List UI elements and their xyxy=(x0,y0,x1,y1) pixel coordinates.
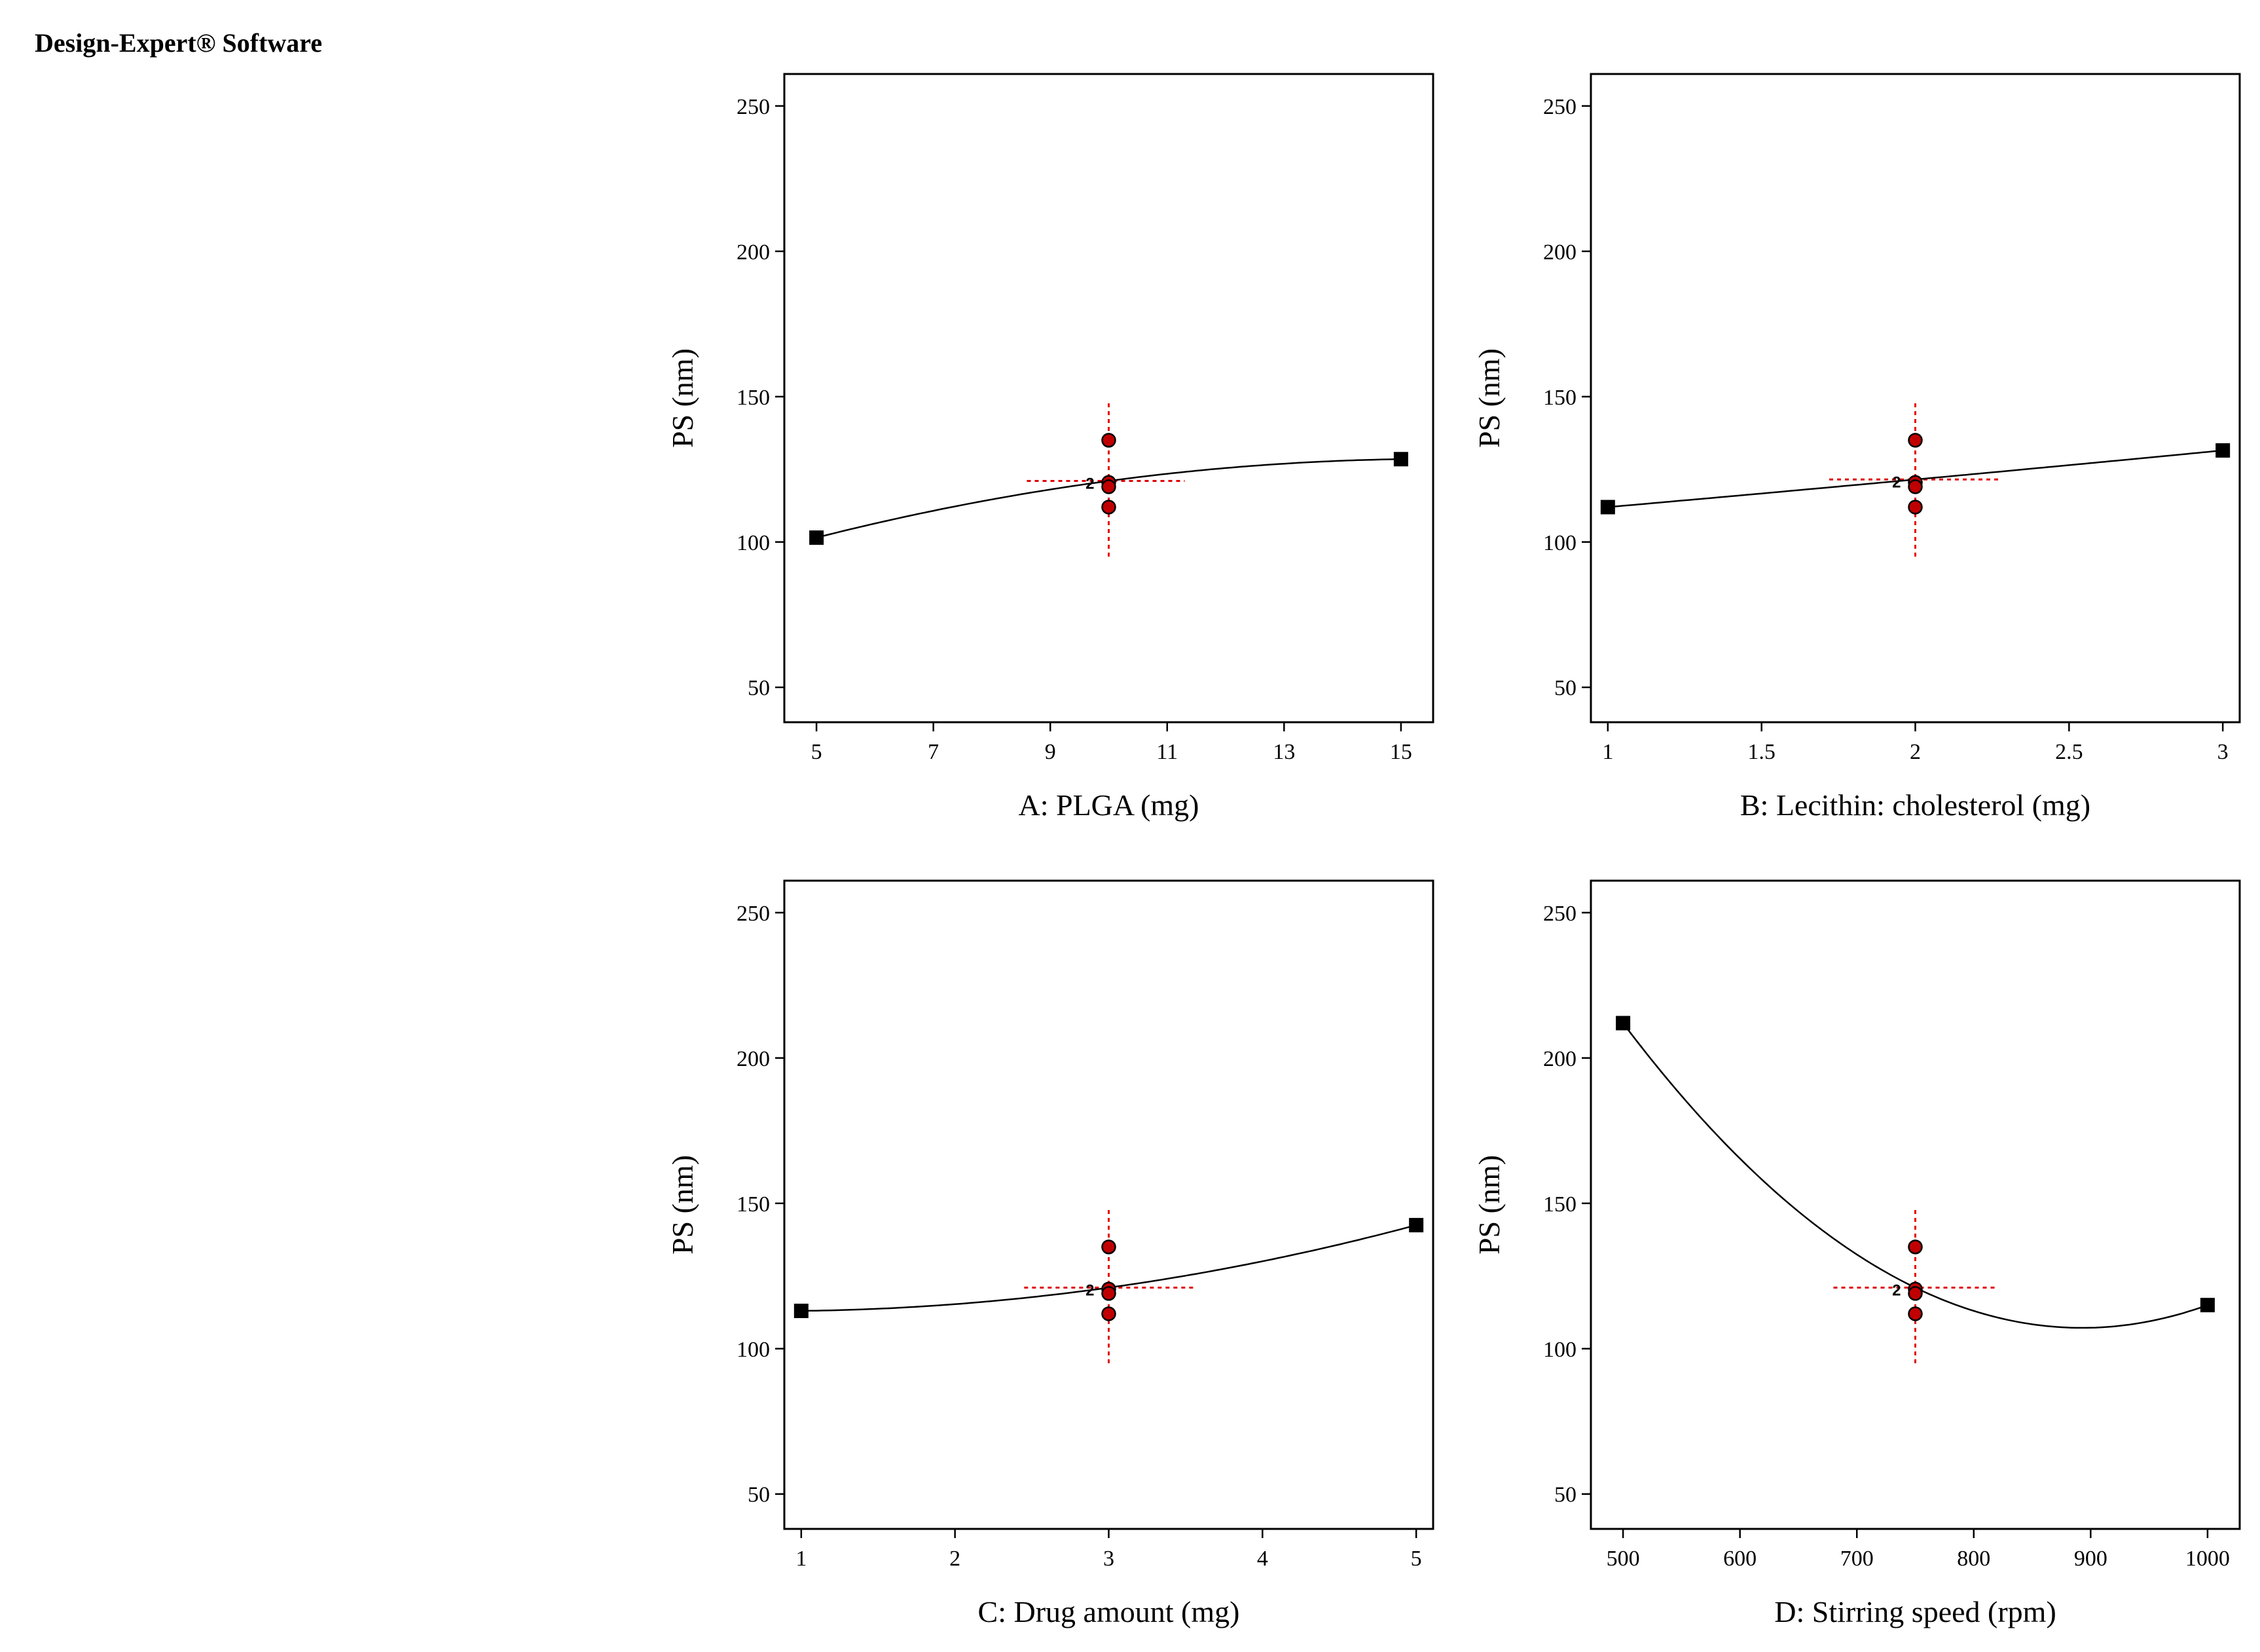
plot-frame xyxy=(783,73,1434,724)
x-tick-label: 3 xyxy=(1103,1547,1114,1571)
x-tick-label: 600 xyxy=(1723,1547,1757,1571)
plot-panel-4: 50 100 150 200 250 500 600 700 800 900 1000 D: Stir… xyxy=(1472,879,2241,1628)
design-point xyxy=(1101,500,1116,515)
design-point xyxy=(1908,1286,1923,1301)
replicate-count-label: 2 xyxy=(1085,475,1094,493)
x-tick-label: 5 xyxy=(1411,1547,1422,1571)
x-tick-label: 2.5 xyxy=(2055,740,2083,764)
y-tick-label: 200 xyxy=(737,1047,770,1071)
plot-panel-1: 50 100 150 200 250 5 7 9 11 13 15 A: PLGA (mg) PS (n… xyxy=(666,73,1434,822)
x-tick-label: 800 xyxy=(1957,1547,1990,1571)
app-title: Design-Expert® Software xyxy=(35,28,323,58)
plot-panel-2: 50 100 150 200 250 1 1.5 2 2.5 3 B: Lecithin: chol… xyxy=(1472,73,2241,822)
y-tick-label: 150 xyxy=(1543,386,1577,410)
y-axis-title: PS (nm) xyxy=(666,348,699,448)
y-tick-label: 50 xyxy=(1554,1483,1577,1507)
design-point xyxy=(1101,1306,1116,1321)
x-tick-label: 1 xyxy=(795,1547,807,1571)
x-tick-label: 7 xyxy=(928,740,939,764)
x-tick-label: 3 xyxy=(2217,740,2229,764)
end-point-marker xyxy=(809,530,824,545)
y-tick-label: 50 xyxy=(748,1483,770,1507)
end-point-marker xyxy=(1600,500,1615,515)
design-point xyxy=(1101,433,1116,448)
plot-frame xyxy=(1590,73,2241,724)
plot-frame xyxy=(783,879,1434,1530)
y-axis-title: PS (nm) xyxy=(666,1155,699,1255)
y-tick-label: 50 xyxy=(1554,676,1577,701)
y-tick-label: 200 xyxy=(737,240,770,265)
x-axis-title: D: Stirring speed (rpm) xyxy=(1774,1595,2056,1628)
y-axis-title: PS (nm) xyxy=(1472,348,1506,448)
x-tick-label: 500 xyxy=(1607,1547,1640,1571)
replicate-count-label: 2 xyxy=(1892,1282,1901,1300)
y-tick-label: 100 xyxy=(737,531,770,555)
x-axis-title: A: PLGA (mg) xyxy=(1019,788,1199,822)
x-tick-label: 1.5 xyxy=(1747,740,1776,764)
y-tick-label: 200 xyxy=(1543,240,1577,265)
design-point xyxy=(1908,479,1923,494)
y-tick-label: 100 xyxy=(1543,531,1577,555)
y-tick-label: 50 xyxy=(748,676,770,701)
end-point-marker xyxy=(2215,443,2231,458)
design-point xyxy=(1908,433,1923,448)
x-axis-title: B: Lecithin: cholesterol (mg) xyxy=(1740,788,2090,822)
y-tick-label: 100 xyxy=(1543,1338,1577,1362)
end-point-marker xyxy=(1616,1016,1631,1031)
y-tick-label: 150 xyxy=(737,386,770,410)
x-tick-label: 2 xyxy=(1910,740,1921,764)
end-point-marker xyxy=(793,1304,809,1319)
x-tick-label: 1000 xyxy=(2185,1547,2230,1571)
y-tick-label: 250 xyxy=(737,95,770,119)
y-tick-label: 250 xyxy=(737,902,770,926)
x-tick-label: 5 xyxy=(811,740,822,764)
y-axis-title: PS (nm) xyxy=(1472,1155,1506,1255)
design-point xyxy=(1908,1306,1923,1321)
x-tick-label: 1 xyxy=(1602,740,1613,764)
x-tick-label: 2 xyxy=(949,1547,960,1571)
design-point xyxy=(1908,500,1923,515)
plot-frame xyxy=(1590,879,2241,1530)
x-tick-label: 9 xyxy=(1045,740,1056,764)
y-tick-label: 200 xyxy=(1543,1047,1577,1071)
x-tick-label: 13 xyxy=(1273,740,1295,764)
design-point xyxy=(1908,1239,1923,1255)
y-tick-label: 250 xyxy=(1543,902,1577,926)
x-tick-label: 700 xyxy=(1840,1547,1874,1571)
design-point xyxy=(1101,479,1116,494)
design-point xyxy=(1101,1286,1116,1301)
x-tick-label: 900 xyxy=(2074,1547,2107,1571)
x-axis-title: C: Drug amount (mg) xyxy=(978,1595,1240,1628)
design-point xyxy=(1101,1239,1116,1255)
x-tick-label: 15 xyxy=(1390,740,1412,764)
end-point-marker xyxy=(2200,1298,2215,1313)
x-tick-label: 11 xyxy=(1156,740,1178,764)
x-tick-label: 4 xyxy=(1257,1547,1268,1571)
y-tick-label: 150 xyxy=(737,1192,770,1217)
end-point-marker xyxy=(1393,452,1408,467)
y-tick-label: 150 xyxy=(1543,1192,1577,1217)
replicate-count-label: 2 xyxy=(1085,1282,1094,1300)
y-tick-label: 100 xyxy=(737,1338,770,1362)
plot-panel-3: 50 100 150 200 250 1 2 3 4 5 C: Drug amount (mg) PS… xyxy=(666,879,1434,1628)
end-point-marker xyxy=(1409,1218,1424,1233)
y-tick-label: 250 xyxy=(1543,95,1577,119)
replicate-count-label: 2 xyxy=(1892,473,1901,491)
